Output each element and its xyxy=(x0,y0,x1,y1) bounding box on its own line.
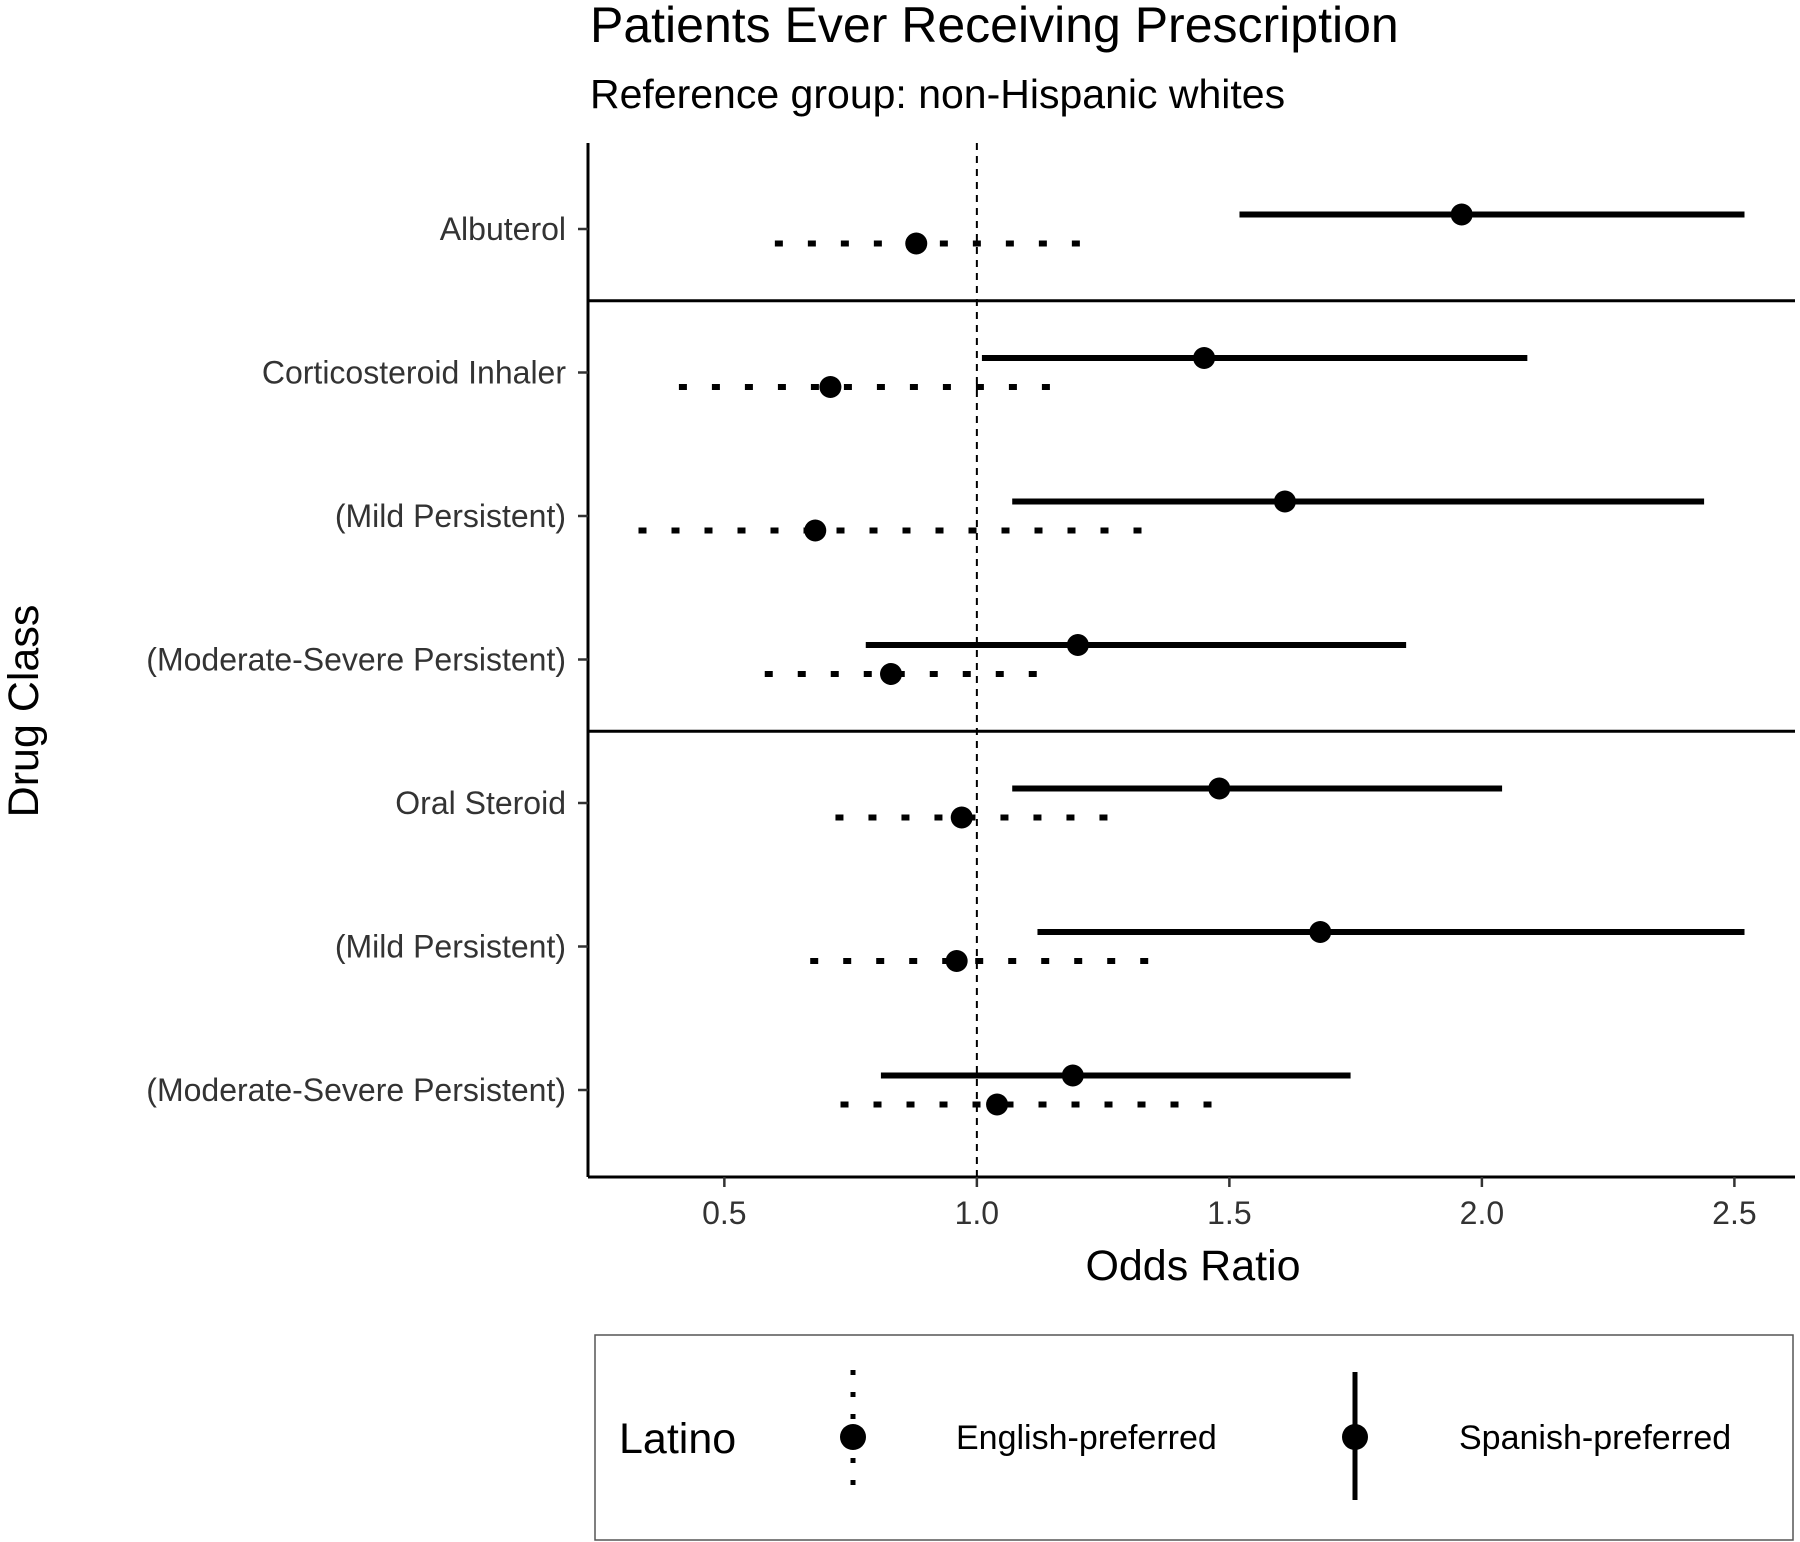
y-tick-label: Corticosteroid Inhaler xyxy=(262,355,566,391)
y-tick-label: Albuterol xyxy=(440,211,566,247)
y-tick-label: (Mild Persistent) xyxy=(335,498,566,534)
legend-label-spanish-preferred: Spanish-preferred xyxy=(1459,1419,1731,1457)
x-tick-label: 0.5 xyxy=(702,1195,746,1231)
x-tick-label: 2.5 xyxy=(1712,1195,1756,1231)
point-spanish-preferred xyxy=(1193,347,1216,369)
point-english-preferred xyxy=(945,950,968,972)
plot-panel: 0.5 1.0 1.5 2.0 2.5 Albuterol Corticosteroid I… xyxy=(146,143,1795,1231)
point-english-preferred xyxy=(880,663,903,685)
point-english-preferred xyxy=(905,232,928,255)
legend-box xyxy=(594,1334,1794,1541)
legend-point xyxy=(1342,1424,1368,1450)
y-axis-title: Drug Class xyxy=(0,605,48,818)
y-tick-label: (Moderate-Severe Persistent) xyxy=(146,1072,566,1108)
point-spanish-preferred xyxy=(1309,921,1332,943)
legend-label-english-preferred: English-preferred xyxy=(956,1419,1217,1457)
y-tick-label: Oral Steroid xyxy=(395,785,566,821)
x-tick-label: 1.5 xyxy=(1207,1195,1251,1231)
y-tick-label: (Moderate-Severe Persistent) xyxy=(146,642,566,678)
point-english-preferred xyxy=(950,806,973,829)
point-english-preferred xyxy=(986,1093,1009,1116)
chart-subtitle: Reference group: non-Hispanic whites xyxy=(590,71,1285,117)
legend-key-spanish-preferred xyxy=(1342,1372,1368,1500)
legend-title: Latino xyxy=(619,1415,736,1463)
x-tick-label: 2.0 xyxy=(1460,1195,1504,1231)
y-tick-label: (Mild Persistent) xyxy=(335,929,566,965)
x-tick-label: 1.0 xyxy=(955,1195,999,1231)
x-axis-title: Odds Ratio xyxy=(1085,1242,1300,1290)
point-spanish-preferred xyxy=(1450,203,1473,226)
legend: Latino English-preferred Spanish-preferr… xyxy=(594,1334,1794,1541)
point-spanish-preferred xyxy=(1066,634,1089,656)
point-spanish-preferred xyxy=(1208,777,1231,800)
legend-key-english-preferred xyxy=(840,1370,866,1500)
point-spanish-preferred xyxy=(1273,490,1296,513)
chart-title: Patients Ever Receiving Prescription xyxy=(590,0,1399,53)
point-english-preferred xyxy=(819,376,842,398)
point-english-preferred xyxy=(804,519,827,542)
legend-point xyxy=(840,1424,866,1450)
point-spanish-preferred xyxy=(1061,1064,1084,1087)
